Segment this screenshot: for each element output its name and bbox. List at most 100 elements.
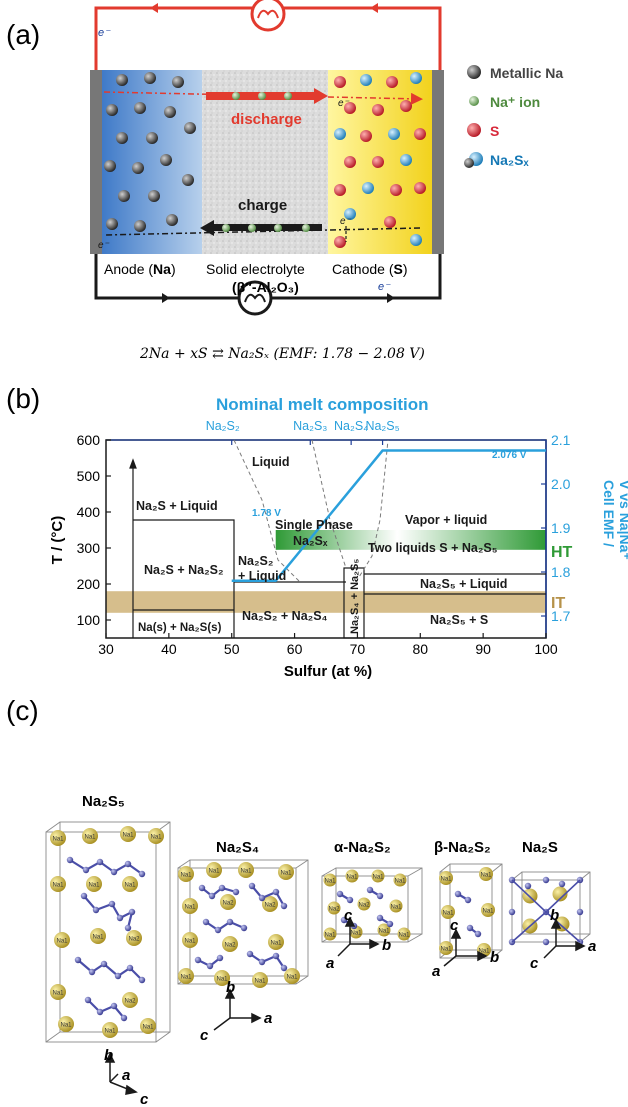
axis-a-5: a: [588, 938, 596, 955]
charge-label: charge: [238, 197, 287, 214]
legend-na-ion: Na⁺ ion: [490, 94, 540, 110]
svg-text:Na2: Na2: [128, 937, 140, 943]
axis-c-5: c: [530, 955, 539, 972]
y2-axis-ticks: 1.7 1.8 1.9 2.0 2.1: [541, 432, 571, 624]
svg-text:Na1: Na1: [480, 873, 492, 879]
svg-text:Na1: Na1: [270, 941, 282, 947]
cathode-collector: [432, 70, 444, 254]
top-tick-label-2: Na₂S₄: [334, 419, 368, 433]
svg-text:Na1: Na1: [482, 909, 494, 915]
x-tick-label-40: 40: [161, 641, 177, 657]
svg-text:Na1: Na1: [440, 877, 452, 883]
electron-label-cathode-bottom: e⁻: [340, 216, 352, 227]
x-tick-label-50: 50: [224, 641, 240, 657]
crystal-alpha-na2s2: Na1 Na1 Na1 Na1 Na2 Na2 Na1 Na1 Na1 Na1 Na1: [321, 867, 423, 943]
x-tick-label-90: 90: [475, 641, 491, 657]
svg-text:Na1: Na1: [142, 1025, 154, 1031]
reaction-equation: 2Na + xS ⇄ Na₂Sₓ (EMF: 1.78 − 2.08 V): [139, 346, 425, 362]
y-tick-label-100: 100: [77, 612, 101, 628]
emf-curve: [231, 449, 546, 583]
crystal-structures: Na1 Na1 Na1 Na1 Na1 Na1 Na1 Na1 Na1 Na2 Na1 Na2 Na1 N…: [45, 821, 591, 1043]
svg-text:Na1: Na1: [280, 871, 292, 877]
svg-text:Na1: Na1: [394, 879, 406, 885]
emf-label-low: 1.78 V: [252, 508, 281, 519]
axis-c-1: c: [140, 1091, 149, 1107]
svg-text:Na1: Na1: [208, 869, 220, 875]
svg-text:Na1: Na1: [372, 875, 384, 881]
x-tick-label-30: 30: [98, 641, 114, 657]
crystal-title-na2s: Na₂S: [522, 839, 558, 856]
sulfur-icon: [467, 123, 481, 137]
ht-band: [275, 530, 546, 550]
legend-na2sx: Na₂Sₓ: [490, 152, 529, 168]
top-axis-title: Nominal melt composition: [216, 395, 429, 414]
axis-c-3: c: [344, 907, 353, 924]
svg-text:Na1: Na1: [52, 883, 64, 889]
svg-text:Na1: Na1: [390, 905, 402, 911]
svg-text:Na1: Na1: [150, 835, 162, 841]
svg-text:Na1: Na1: [324, 933, 336, 939]
axis-b-3: b: [382, 937, 391, 954]
axis-c-4: c: [450, 917, 459, 934]
y-tick-label-200: 200: [77, 576, 101, 592]
axis-c-2: c: [200, 1027, 209, 1044]
crystal-na2s: [508, 871, 591, 946]
crystal-na2s4: Na1 Na1 Na1 Na1 Na1 Na2 Na2 Na1 Na2 Na1 Na1 Na1 Na1 N…: [177, 859, 309, 988]
svg-text:Na1: Na1: [104, 1029, 116, 1035]
y2-axis-label-2: V vs Na|Na⁺: [617, 480, 628, 560]
axis-a-1: a: [122, 1067, 130, 1084]
liquidus-dashed: [233, 439, 389, 583]
region-na2s-liquid: Na₂S + Liquid: [136, 499, 218, 513]
svg-text:Na1: Na1: [56, 939, 68, 945]
panel-label-b: (b): [6, 383, 40, 414]
svg-text:Na2: Na2: [328, 907, 340, 913]
y-tick-label-500: 500: [77, 468, 101, 484]
region-single-phase-formula: Na₂Sₓ: [293, 534, 328, 548]
svg-text:Na2: Na2: [124, 999, 136, 1005]
svg-text:Na1: Na1: [122, 833, 134, 839]
electron-label-cathode-top: e⁻: [338, 98, 350, 109]
region-na2s2-na2s4: Na₂S₂ + Na₂S₄: [242, 609, 328, 623]
y-axis-label: T / (°C): [49, 516, 66, 565]
axis-a-3: a: [326, 955, 334, 972]
y2-tick-label-1.9: 1.9: [551, 520, 571, 536]
svg-text:Na1: Na1: [440, 947, 452, 953]
y-tick-label-600: 600: [77, 432, 101, 448]
svg-text:Na1: Na1: [52, 991, 64, 997]
crystal-title-na2s5: Na₂S₅: [82, 793, 125, 810]
svg-text:Na2: Na2: [264, 903, 276, 909]
phase-diagram: 30 40 50 60 70 80 90 100 100 200 300 400 500 600 1.7…: [77, 419, 571, 657]
region-liquid: Liquid: [252, 455, 290, 469]
axis-a-2: a: [264, 1010, 272, 1027]
legend: Metallic Na Na⁺ ion S Na₂Sₓ: [464, 65, 563, 168]
svg-text:Na1: Na1: [240, 869, 252, 875]
region-na2s-na2s2: Na₂S + Na₂S₂: [144, 563, 224, 577]
top-tick-label-0: Na₂S₂: [206, 419, 240, 433]
electrolyte-region: [202, 70, 328, 254]
region-single-phase: Single Phase: [275, 518, 353, 532]
top-tick-label-3: Na₂S₅: [365, 419, 399, 433]
svg-text:Na1: Na1: [398, 933, 410, 939]
crystal-title-alpha-na2s2: α-Na₂S₂: [334, 839, 391, 856]
svg-text:Na1: Na1: [378, 929, 390, 935]
x-tick-label-70: 70: [350, 641, 366, 657]
y-axis-ticks: 100 200 300 400 500 600: [77, 432, 111, 628]
region-vapor-liquid: Vapor + liquid: [405, 513, 487, 527]
legend-s: S: [490, 123, 499, 139]
na-ion-icon: [469, 96, 479, 106]
crystal-title-beta-na2s2: β-Na₂S₂: [434, 839, 491, 856]
region-na2s2-liquid-2: + Liquid: [238, 569, 286, 583]
anode-atoms: [104, 72, 196, 232]
axis-b-4: b: [490, 949, 499, 966]
top-tick-label-1: Na₂S₃: [293, 419, 327, 433]
svg-text:Na1: Na1: [184, 939, 196, 945]
svg-text:Na1: Na1: [60, 1023, 72, 1029]
x-tick-label-100: 100: [534, 641, 558, 657]
svg-text:Na2: Na2: [222, 901, 234, 907]
svg-text:Na1: Na1: [180, 975, 192, 981]
cathode-label: Cathode (S): [332, 261, 408, 277]
svg-text:Na1: Na1: [324, 879, 336, 885]
svg-text:Na1: Na1: [184, 905, 196, 911]
